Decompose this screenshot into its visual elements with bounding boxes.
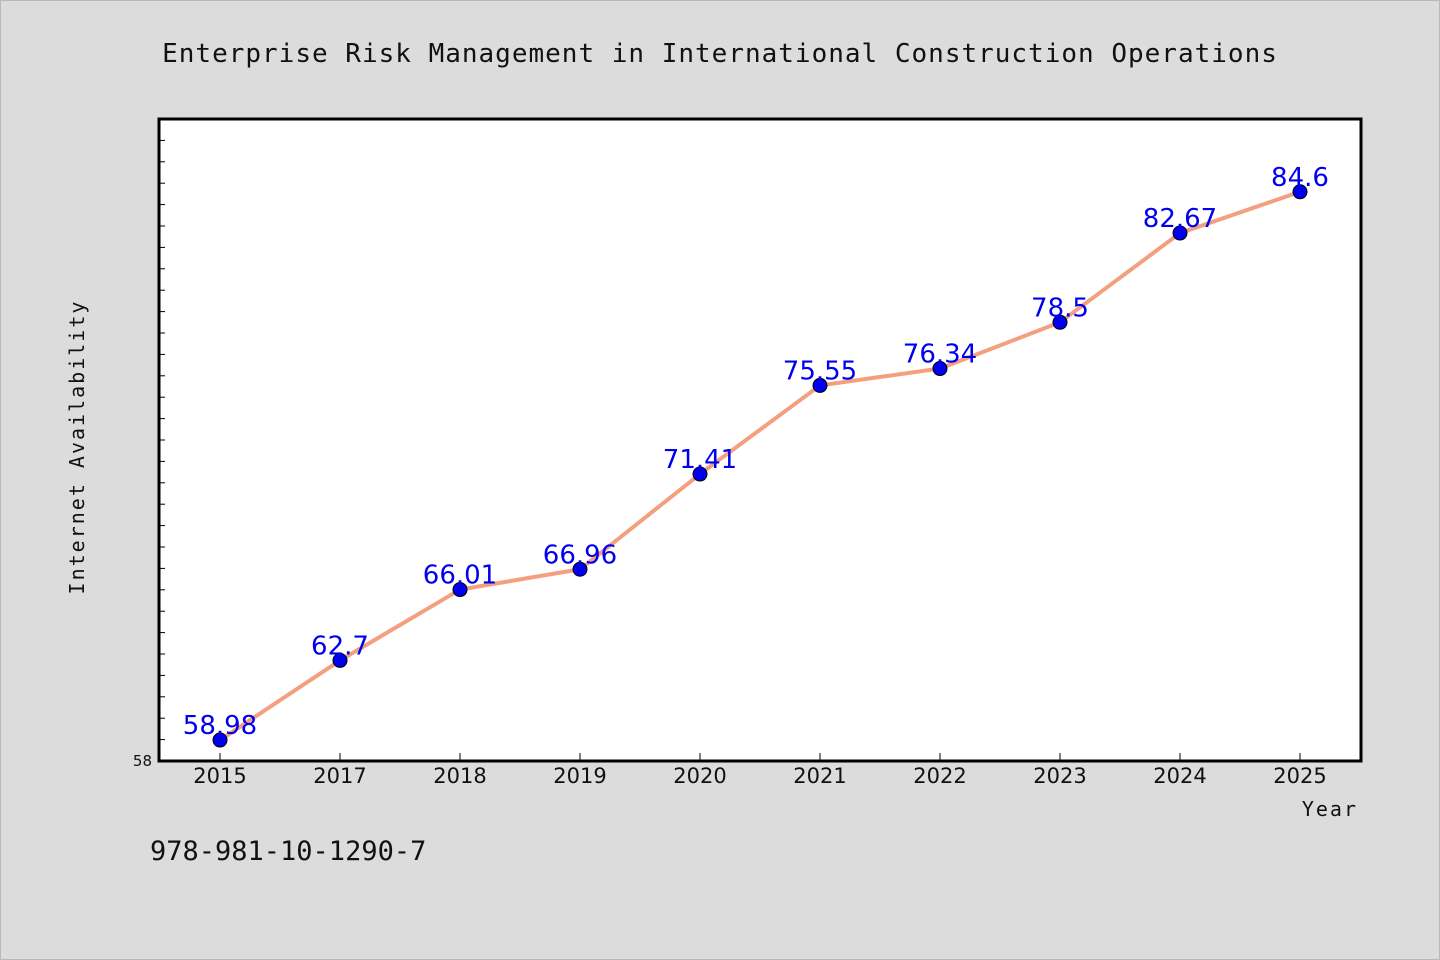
series-line (218, 189, 1301, 742)
x-axis-label: Year (1302, 797, 1358, 821)
chart-title: Enterprise Risk Management in Internatio… (162, 39, 1278, 69)
data-point (812, 377, 828, 393)
plot-area (157, 117, 1363, 763)
x-tick-label: 2017 (313, 764, 366, 788)
y-axis-ticks (158, 139, 165, 762)
data-label: 78.5 (1031, 293, 1089, 323)
x-tick-label: 2018 (433, 764, 486, 788)
data-label: 84.6 (1271, 163, 1329, 193)
data-point (1292, 184, 1308, 200)
data-label: 58.98 (183, 711, 257, 741)
data-label: 66.01 (423, 561, 497, 591)
x-tick-label: 2019 (553, 764, 606, 788)
data-label: 75.55 (783, 356, 857, 386)
x-tick-label: 2025 (1273, 764, 1326, 788)
y-tick-label-min: 58 (133, 752, 152, 770)
x-tick-label: 2020 (673, 764, 726, 788)
data-point (572, 561, 588, 577)
data-point (212, 732, 228, 748)
x-tick-label: 2015 (193, 764, 246, 788)
y-axis-label: Internet Availability (65, 300, 89, 595)
data-point (332, 652, 348, 668)
x-tick-label: 2021 (793, 764, 846, 788)
data-label: 62.7 (311, 631, 369, 661)
data-point (932, 361, 948, 377)
data-point (452, 582, 468, 598)
data-label: 66.96 (543, 540, 617, 570)
data-label: 82.67 (1143, 204, 1217, 234)
x-tick-label: 2023 (1033, 764, 1086, 788)
x-axis-ticks: 2015 2017 2018 2019 2020 2021 2022 2023 2024 2025 (193, 753, 1327, 788)
x-tick-label: 2022 (913, 764, 966, 788)
data-label: 76.34 (903, 340, 977, 370)
data-point (692, 466, 708, 482)
isbn-text: 978-981-10-1290-7 (150, 836, 427, 867)
series-line-group: 58.98 62.7 66.01 66.96 71.41 75.55 76.34 78.5 82… (183, 163, 1329, 748)
data-point (1052, 314, 1068, 330)
data-label: 71.41 (663, 445, 737, 475)
x-tick-label: 2024 (1153, 764, 1206, 788)
data-point (1172, 225, 1188, 241)
